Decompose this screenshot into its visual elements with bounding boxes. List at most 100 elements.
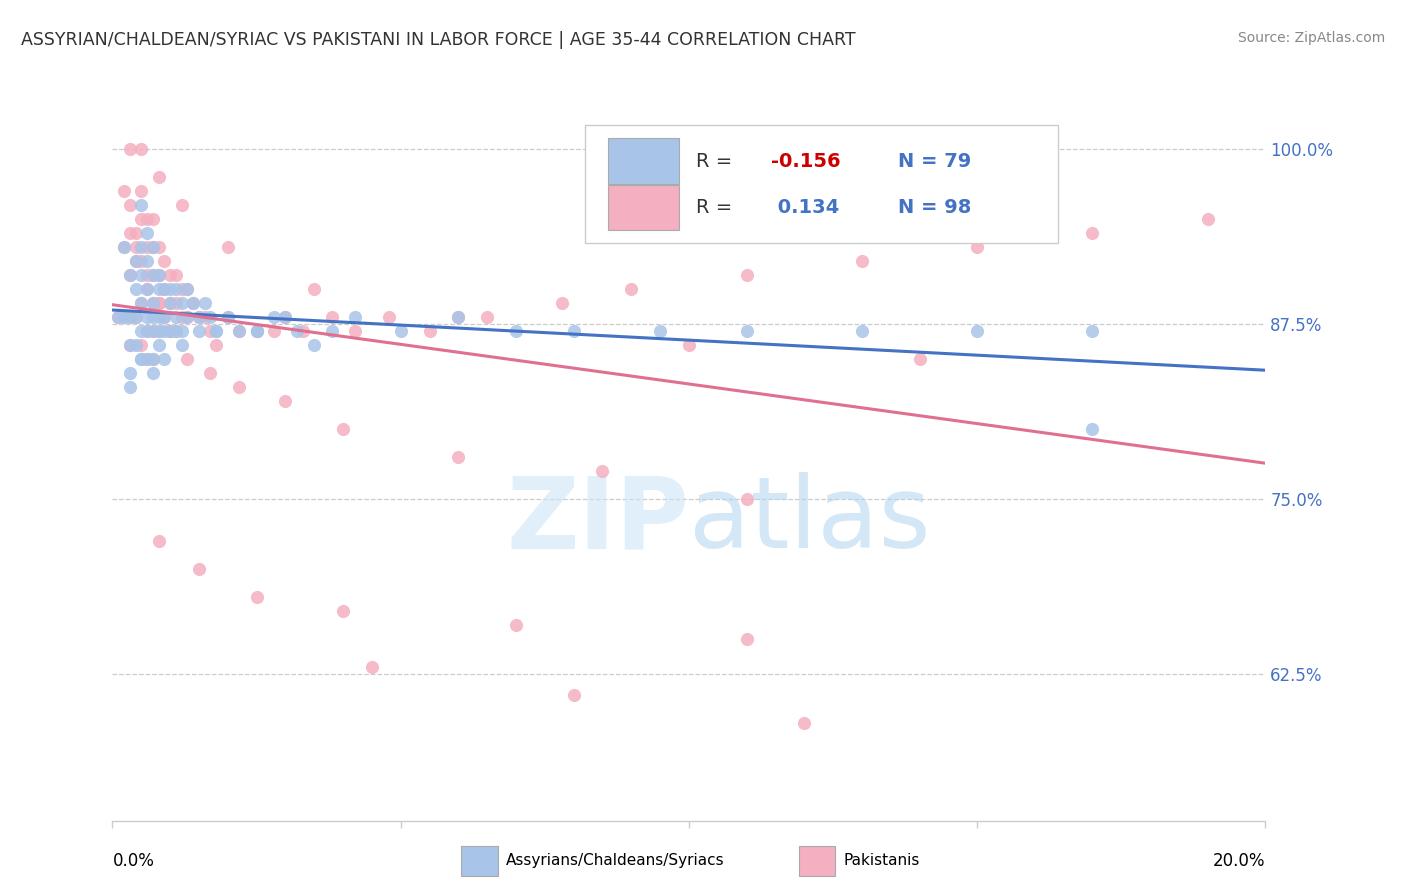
- Text: N = 79: N = 79: [897, 152, 972, 170]
- Point: [228, 380, 250, 394]
- Point: [159, 296, 181, 310]
- Point: [118, 310, 141, 324]
- Point: [217, 310, 239, 324]
- Point: [142, 211, 165, 226]
- Point: [188, 562, 211, 576]
- Point: [159, 282, 181, 296]
- Point: [129, 296, 153, 310]
- Point: [332, 604, 354, 618]
- Point: [129, 351, 153, 366]
- Point: [285, 324, 308, 338]
- Point: [148, 268, 170, 282]
- Point: [419, 324, 441, 338]
- Text: atlas: atlas: [689, 473, 931, 569]
- Point: [118, 268, 141, 282]
- Point: [136, 351, 159, 366]
- Point: [228, 324, 250, 338]
- Point: [291, 324, 314, 338]
- Point: [908, 351, 931, 366]
- Point: [735, 268, 758, 282]
- Point: [112, 240, 135, 254]
- Text: N = 98: N = 98: [897, 198, 972, 217]
- Point: [124, 310, 146, 324]
- Point: [136, 324, 159, 338]
- Point: [1081, 324, 1104, 338]
- Point: [274, 393, 297, 408]
- Point: [112, 184, 135, 198]
- Point: [274, 310, 297, 324]
- Text: ASSYRIAN/CHALDEAN/SYRIAC VS PAKISTANI IN LABOR FORCE | AGE 35-44 CORRELATION CHA: ASSYRIAN/CHALDEAN/SYRIAC VS PAKISTANI IN…: [21, 31, 856, 49]
- Point: [136, 310, 159, 324]
- Point: [735, 324, 758, 338]
- Point: [181, 296, 204, 310]
- Point: [176, 351, 198, 366]
- Point: [378, 310, 401, 324]
- Point: [170, 296, 193, 310]
- Point: [170, 282, 193, 296]
- Point: [176, 310, 198, 324]
- Text: -0.156: -0.156: [770, 152, 841, 170]
- Point: [112, 240, 135, 254]
- Point: [129, 211, 153, 226]
- Point: [142, 268, 165, 282]
- Point: [246, 324, 269, 338]
- Point: [304, 282, 326, 296]
- Point: [124, 226, 146, 240]
- Point: [176, 282, 198, 296]
- Point: [159, 324, 181, 338]
- Text: 0.134: 0.134: [770, 198, 839, 217]
- Point: [159, 268, 181, 282]
- Point: [447, 450, 470, 464]
- Point: [142, 240, 165, 254]
- Point: [129, 142, 153, 156]
- Point: [447, 310, 470, 324]
- Point: [735, 491, 758, 506]
- FancyBboxPatch shape: [609, 185, 679, 230]
- Point: [194, 296, 217, 310]
- Point: [118, 226, 141, 240]
- Text: 0.0%: 0.0%: [112, 852, 155, 870]
- Point: [165, 310, 187, 324]
- Point: [148, 310, 170, 324]
- Point: [124, 282, 146, 296]
- Point: [181, 296, 204, 310]
- Point: [228, 324, 250, 338]
- Point: [136, 268, 159, 282]
- Point: [246, 324, 269, 338]
- Point: [159, 324, 181, 338]
- Point: [142, 268, 165, 282]
- Point: [118, 268, 141, 282]
- Point: [129, 254, 153, 268]
- Point: [1081, 226, 1104, 240]
- Point: [562, 688, 585, 702]
- Point: [165, 324, 187, 338]
- Point: [170, 198, 193, 212]
- Point: [176, 282, 198, 296]
- Point: [321, 324, 343, 338]
- FancyBboxPatch shape: [609, 138, 679, 184]
- Point: [129, 296, 153, 310]
- Point: [170, 338, 193, 352]
- Point: [148, 296, 170, 310]
- Point: [200, 324, 222, 338]
- Point: [124, 254, 146, 268]
- Text: Assyrians/Chaldeans/Syriacs: Assyrians/Chaldeans/Syriacs: [506, 854, 724, 868]
- Point: [650, 324, 672, 338]
- Point: [321, 310, 343, 324]
- Point: [124, 338, 146, 352]
- Point: [592, 464, 614, 478]
- Point: [107, 310, 129, 324]
- Point: [118, 338, 141, 352]
- Point: [165, 282, 187, 296]
- Point: [142, 351, 165, 366]
- Point: [118, 366, 141, 380]
- Point: [153, 254, 176, 268]
- Point: [148, 338, 170, 352]
- Point: [148, 169, 170, 184]
- Point: [136, 324, 159, 338]
- Point: [274, 310, 297, 324]
- Point: [851, 324, 873, 338]
- Point: [153, 282, 176, 296]
- Point: [332, 422, 354, 436]
- Point: [136, 282, 159, 296]
